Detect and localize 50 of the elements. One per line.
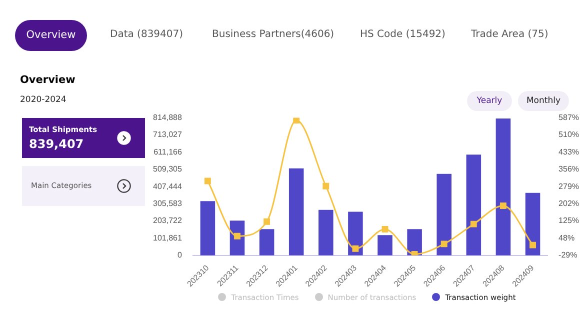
y2-tick-label: -29% (558, 250, 578, 260)
text: Yearly (467, 91, 512, 111)
bar (200, 201, 216, 256)
y-tick-label: 407,444 (152, 182, 182, 191)
y-tick-label: 0 (177, 250, 182, 260)
y-tick-label: 713,027 (152, 130, 182, 140)
text: 2020-2024 (20, 95, 66, 105)
y2-tick-label: 48% (558, 233, 575, 242)
bar (466, 154, 482, 256)
y2-tick-label: 125% (558, 216, 580, 226)
point (264, 218, 270, 225)
bar (378, 235, 392, 256)
y2-tick-label: 587% (558, 113, 580, 122)
point (352, 245, 359, 252)
point (382, 226, 388, 232)
y2-tick-label: 356% (558, 164, 580, 174)
text: Overview (15, 20, 87, 51)
bar (436, 174, 452, 256)
bar (288, 168, 304, 256)
text: Trade Area (75) (471, 29, 548, 40)
bar (496, 118, 511, 256)
point (500, 202, 506, 209)
text: Data (839407) (110, 29, 184, 40)
bar (525, 192, 540, 256)
y-tick-label: 305,583 (152, 198, 182, 208)
point (204, 178, 211, 184)
y-tick-label: 611,166 (154, 147, 182, 156)
text: HS Code (15492) (360, 29, 446, 40)
text: Monthly (518, 91, 569, 111)
point (411, 250, 418, 256)
bar (348, 212, 363, 256)
point (440, 240, 448, 248)
y2-tick-label: 202% (558, 198, 580, 208)
point (470, 220, 477, 228)
y-tick-label: 509,305 (152, 164, 182, 174)
bar (318, 210, 334, 256)
text: Business Partners(4606) (212, 29, 334, 40)
y2-tick-label: 510% (558, 130, 580, 140)
text: Overview (20, 74, 76, 86)
y-tick-label: 101,861 (152, 233, 182, 242)
point (322, 182, 330, 190)
text: 839,407 (29, 137, 84, 151)
point (293, 118, 300, 124)
bar (259, 229, 274, 256)
point (530, 242, 536, 248)
y-tick-label: 203,722 (152, 216, 182, 226)
y2-tick-label: 433% (558, 147, 580, 156)
point (234, 232, 240, 240)
y-tick-label: 814,888 (152, 113, 182, 122)
y2-tick-label: 279% (558, 182, 580, 191)
